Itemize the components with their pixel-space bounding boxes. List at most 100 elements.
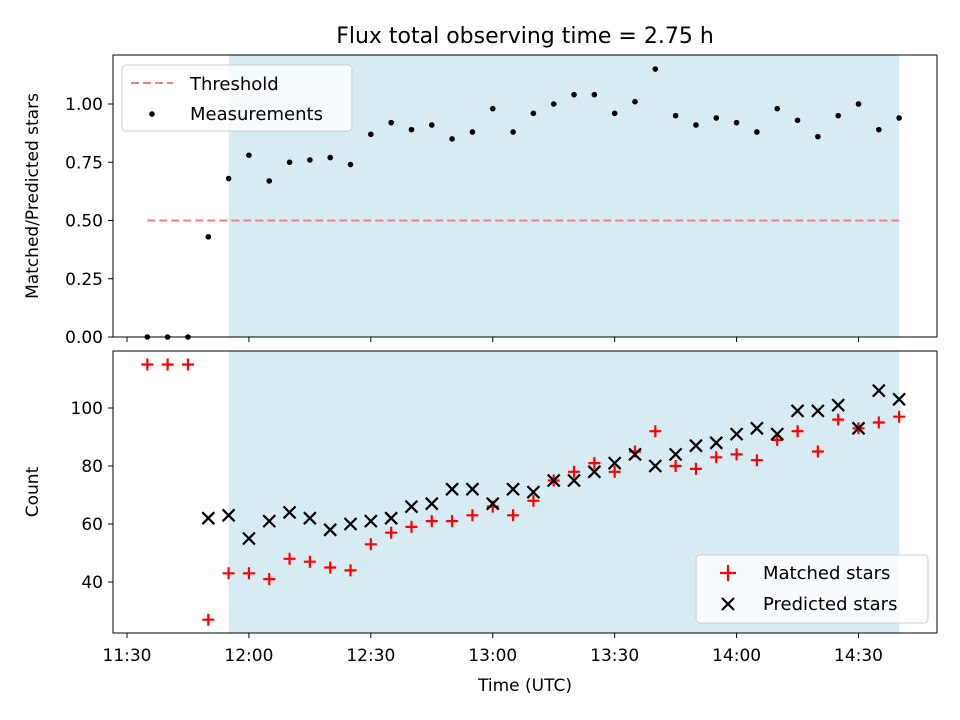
predicted-star-marker [607,456,622,470]
measurement-point [815,133,821,140]
bottom-y-tick-label: 80 [81,457,103,477]
matched-star-marker [283,552,296,565]
measurement-point [388,119,394,126]
predicted-star-marker [303,511,317,525]
matched-star-marker [568,465,581,478]
measurement-point [652,66,659,72]
matched-star-marker [324,561,337,574]
top-y-axis-label: Matched/Predicted stars [23,93,43,299]
matched-star-marker [872,416,885,429]
predicted-star-marker [323,523,337,537]
measurement-point [632,98,638,105]
bottom-x-tick-label: 14:00 [712,646,761,666]
bottom-x-tick-label: 14:30 [834,646,883,666]
top-plot-frame [112,54,938,338]
matched-star-marker [832,413,845,426]
legend-measurements-label: Measurements [190,104,323,125]
matched-star-marker [242,567,255,580]
matched-star-marker [263,573,276,586]
predicted-star-marker [567,473,581,488]
predicted-star-marker [648,459,663,473]
measurement-point [307,157,313,163]
matched-star-marker [730,448,743,461]
measurement-point [855,101,862,107]
matched-star-marker [364,538,377,551]
predicted-star-marker [465,482,480,496]
measurement-point [530,110,537,117]
predicted-star-marker [282,505,297,520]
measurement-point [510,129,516,135]
matched-star-marker [669,460,682,472]
predicted-star-marker [343,517,358,531]
bottom-plot-frame [112,350,938,634]
matched-star-marker [222,567,235,580]
bottom-y-axis-label: Count [23,466,43,517]
predicted-star-marker [506,482,520,496]
measurement-point [611,110,618,117]
matched-star-marker [527,494,540,507]
predicted-star-marker [628,447,642,462]
measurement-point [693,122,699,128]
measurement-point [246,152,252,159]
matched-star-marker [649,425,662,438]
measurement-point [774,105,781,112]
bottom-x-tick-label: 13:00 [468,646,517,666]
legend-measurements-marker [149,111,155,117]
matched-star-marker [385,526,398,539]
predicted-star-marker [546,473,561,488]
predicted-star-marker [770,427,784,441]
predicted-star-marker [709,436,724,450]
top-y-tick-label: 0.00 [65,328,103,348]
measurement-point [347,161,354,168]
predicted-star-marker [526,485,541,499]
matched-star-marker [811,445,824,458]
bottom-y-tick-label: 100 [71,399,103,419]
legend-predicted-label: Predicted stars [763,594,897,615]
predicted-star-marker [811,404,825,418]
matched-star-marker [893,410,906,423]
predicted-star-marker [445,482,459,496]
predicted-star-marker [892,392,906,407]
bottom-panel: 40 60 80 100 11:30 12:00 12:30 13:00 13:30 14:00… [23,350,938,696]
matched-star-marker [202,613,215,626]
predicted-star-marker [790,404,805,418]
bottom-y-tick-label: 40 [81,573,103,593]
legend-threshold-label: Threshold [189,74,279,95]
predicted-star-marker [201,511,216,525]
predicted-star-marker [750,421,764,436]
measurement-point [591,91,598,98]
measurement-point [327,154,333,161]
predicted-star-marker [851,421,866,436]
measurement-point [571,91,577,98]
matched-star-marker [710,451,723,464]
matched-star-marker [303,555,316,568]
measurement-point [469,129,476,135]
measurement-point [266,178,273,184]
legend-matched-label: Matched stars [763,563,890,584]
predicted-star-marker [872,383,886,398]
predicted-star-marker [485,496,500,511]
predicted-star-marker [689,438,703,453]
predicted-star-marker [242,531,256,546]
matched-star-marker [791,425,804,438]
predicted-star-marker [384,511,398,525]
measurement-point [408,126,415,133]
top-legend: Threshold Measurements [121,64,353,132]
measurement-point [754,129,760,135]
measurement-point [368,131,374,138]
chart-title: Flux total observing time = 2.75 h [336,24,714,49]
measurement-point [672,112,679,119]
predicted-star-marker [668,447,683,462]
measurement-point [713,115,720,121]
matched-star-marker [689,462,702,475]
matched-star-marker [141,358,154,371]
measurement-point [225,175,232,182]
bottom-legend: Matched stars Predicted stars [695,554,929,624]
measurement-point [428,122,435,128]
measurement-point [876,126,882,133]
predicted-star-marker [221,508,236,523]
measurement-point [896,115,902,121]
top-y-tick-label: 0.25 [65,270,103,290]
measurement-point [449,136,455,142]
predicted-star-marker [262,514,277,528]
